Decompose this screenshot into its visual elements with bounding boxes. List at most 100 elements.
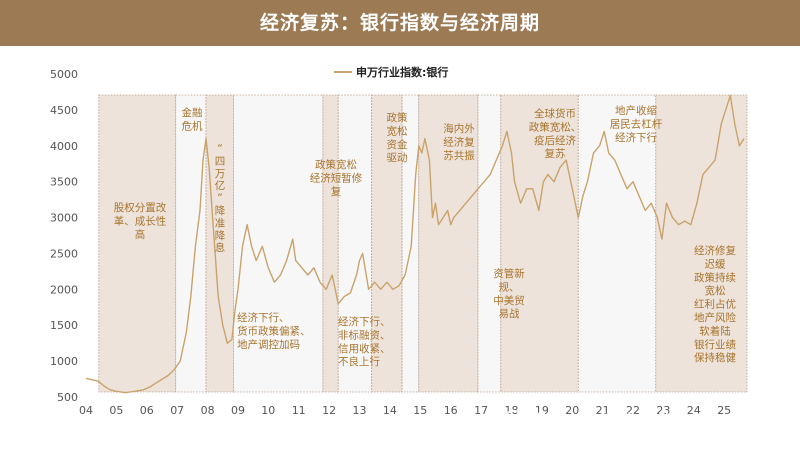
annotation-line: 中美贸 [493,294,525,307]
annotation-line: 疫后经济 [534,134,576,147]
annotation-line: 资管新 [493,267,525,280]
x-tick-label: 17 [474,404,488,417]
annotation-line: 地产调控加码 [237,338,300,351]
annotation-region-11: 地产收缩居民去杠杆经济下行 [610,104,663,144]
cycle-region-13 [655,94,748,393]
annotation-line: 红利占优 [694,298,736,311]
y-tick-label: 3000 [50,212,78,225]
annotation-line: 万 [215,168,226,180]
annotation-line: 规、 [499,280,520,293]
annotation-line: 政策 [387,111,408,124]
annotation-line: 息 [215,241,226,254]
bank-index-chart: 500100015002000250030003500400045005000 … [50,65,748,433]
y-tick-label: 4500 [50,104,78,117]
series-line-bank-index [85,94,745,394]
annotation-line: 降 [215,229,226,242]
annotation-line: 信用收紧、 [338,342,391,355]
cycle-region-11 [500,94,579,393]
x-tick-label: 11 [292,404,306,417]
y-tick-label: 3500 [50,176,78,189]
cycle-region-6 [337,94,373,393]
annotation-line: 革、成长性 [114,214,167,227]
x-tick-label: 13 [353,404,367,417]
watermark-text: ：私享基金-张应旺 [566,411,709,432]
annotation-line: 迟缓 [705,257,726,270]
annotation-line: 经济修复 [694,244,736,257]
annotation-line: 驱动 [387,152,408,164]
x-tick-label: 23 [656,404,670,417]
annotation-line: 宽松 [705,284,726,297]
x-tick-label: 22 [626,404,640,417]
y-tick-label: 1500 [50,319,78,332]
legend-label: 申万行业指数:银行 [356,65,448,79]
annotation-line: “ [217,143,222,155]
annotation-line: 货币政策偏紧、 [237,324,311,337]
x-tick-label: 07 [170,404,184,417]
x-tick-label: 16 [444,404,458,417]
y-tick-label: 1000 [50,355,78,368]
x-tick-label: 05 [109,404,123,417]
annotation-line: 保持稳健 [694,351,736,364]
x-tick-label: 24 [687,404,701,417]
cycle-region-4 [232,94,324,393]
annotation-line: 危机 [182,119,203,132]
annotation-line: 苏共振 [443,149,475,162]
x-tick-label: 25 [717,404,731,417]
annotation-region-5: 政策宽松经济短暂修复 [310,158,363,198]
annotation-region-1: 股权分置改革、成长性高 [114,201,167,241]
annotation-line: 复苏 [545,147,566,160]
annotation-region-3: “四万亿”降准降息 [215,143,226,254]
annotation-region-7: 政策宽松资金驱动 [387,111,408,164]
x-tick-label: 08 [201,404,215,417]
annotation-line: 股权分置改 [114,201,167,214]
annotation-region-8: 海内外经济复苏共振 [443,122,475,162]
watermark-logo-text: 雪球 [530,412,565,432]
cycle-region-12 [577,94,657,393]
x-tick-label: 20 [565,404,579,417]
x-tick-label: 04 [79,404,93,417]
annotation-line: 政策持续 [694,271,736,284]
cycle-region-9 [418,94,479,393]
annotation-line: 非标融资、 [338,329,391,341]
y-tick-label: 2500 [50,247,78,260]
x-tick-label: 09 [231,404,245,417]
annotation-line: 复 [331,185,342,198]
cycle-region-10 [477,94,502,393]
x-tick-label: 06 [140,404,154,417]
x-tick-label: 19 [535,404,549,417]
annotation-line: 经济短暂修 [310,171,363,184]
x-tick-label: 15 [413,404,427,417]
annotation-line: 银行业绩 [694,338,736,351]
annotation-region-6: 经济下行、非标融资、信用收紧、不良上行 [338,315,391,368]
annotation-line: 海内外 [443,122,475,135]
annotation-line: 易战 [499,308,520,320]
annotation-region-10: 全球货币政策宽松、疫后经济复苏 [529,107,582,160]
cycle-region-1 [98,94,177,393]
annotation-line: 居民去杠杆 [610,117,663,130]
cycle-region-7 [371,94,403,393]
annotation-line: 经济下行、 [338,315,391,328]
annotation-line: 全球货币 [534,107,576,120]
annotation-line: 亿 [215,179,226,192]
x-tick-label: 10 [261,404,275,417]
cycle-region-5 [322,94,339,393]
y-tick-label: 2000 [50,283,78,296]
annotation-line: 四 [215,155,226,167]
y-tick-label: 500 [57,391,78,404]
annotation-line: 金融 [182,106,203,119]
annotation-line: 经济下行 [615,131,657,144]
annotation-line: 地产风险 [694,311,736,324]
annotation-line: 准 [215,217,226,229]
annotation-line: 经济复 [443,135,475,148]
watermark: 雪球 ：私享基金-张应旺 [502,409,709,433]
annotation-line: 资金 [387,138,408,151]
annotation-region-12: 经济修复迟缓政策持续宽松红利占优地产风险软着陆银行业绩保持稳健 [694,244,736,364]
cycle-region-2 [175,94,207,393]
y-tick-label: 4000 [50,140,78,153]
page-title: 经济复苏：银行指数与经济周期 [259,12,540,34]
annotation-line: 高 [135,228,146,241]
x-tick-label: 21 [596,404,610,417]
annotation-region-9: 资管新规、中美贸易战 [493,267,525,320]
annotation-line: 政策宽松 [315,158,357,171]
annotation-region-2: 金融危机 [182,106,203,132]
